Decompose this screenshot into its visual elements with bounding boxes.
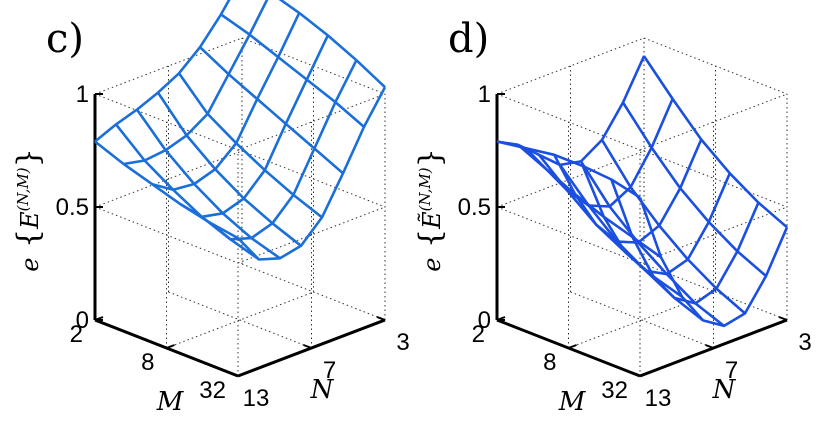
n-tick-label: 3 <box>396 329 409 356</box>
panel-d: d) 0 0.5 1 2 8 32 3 7 13 M Ne {Ẽ(N,M)} <box>413 16 812 417</box>
surface-line-m <box>638 197 789 328</box>
surface-mesh <box>496 55 789 328</box>
surface-line-m <box>151 12 301 192</box>
svg-text:e {E(N,M)}: e {E(N,M)} <box>11 148 46 271</box>
n-tick-label: 13 <box>243 385 270 412</box>
n-axis-label: N <box>310 375 335 405</box>
surface-line-n <box>600 139 746 315</box>
z-axis-label: e {Ẽ(N,M)} <box>413 148 448 271</box>
m-axis-label: M <box>558 387 587 417</box>
panel-label: d) <box>448 16 489 62</box>
n-tick-label: 7 <box>725 357 738 384</box>
surface-line-n <box>621 101 767 277</box>
surface-line-n <box>135 108 281 260</box>
surface-line-m <box>553 138 703 244</box>
surface-line-n <box>558 164 704 322</box>
n-tick-label: 3 <box>798 329 811 356</box>
n-tick-label: 7 <box>323 357 336 384</box>
n-tick-label: 13 <box>645 385 672 412</box>
z-tick-label: 0 <box>478 307 491 334</box>
m-tick-label: 32 <box>601 377 628 404</box>
surface-mesh <box>94 0 387 261</box>
z-tick-label: 1 <box>76 81 89 108</box>
surface-line-m <box>237 86 387 261</box>
n-axis-label: N <box>712 375 737 405</box>
surface-line-n <box>114 123 260 261</box>
z-tick-label: 0.5 <box>458 194 491 221</box>
surface-line-m <box>123 0 269 166</box>
surface-line-m <box>94 0 231 143</box>
z-tick-label: 0 <box>76 307 89 334</box>
panel-c: c) 0 0.5 1 2 8 32 3 7 13 M Ne {E(N,M)} <box>11 0 410 417</box>
surface-line-n <box>156 91 302 247</box>
m-tick-label: 8 <box>141 349 154 376</box>
m-axis-label: M <box>156 387 185 417</box>
surface-line-n <box>177 72 323 219</box>
m-tick-label: 2 <box>70 321 83 348</box>
surface-line-m <box>610 179 760 305</box>
surface-line-n <box>537 153 683 298</box>
surface-line-n <box>220 13 365 128</box>
z-axis-label: e {E(N,M)} <box>11 148 46 271</box>
z-tick-label: 1 <box>478 81 491 108</box>
panel-label: c) <box>46 16 84 62</box>
surface-line-n <box>579 160 725 327</box>
m-tick-label: 32 <box>199 377 226 404</box>
svg-text:e {Ẽ(N,M)}: e {Ẽ(N,M)} <box>413 148 448 271</box>
m-tick-label: 8 <box>543 349 556 376</box>
m-tick-label: 2 <box>472 321 485 348</box>
surface-line-m <box>208 59 358 241</box>
surface-line-n <box>278 0 386 89</box>
surface-line-m <box>180 34 329 219</box>
surface-line-n <box>642 55 788 229</box>
z-tick-label: 0.5 <box>56 194 89 221</box>
surface-line-m <box>581 165 731 276</box>
surface-line-n <box>199 46 344 175</box>
